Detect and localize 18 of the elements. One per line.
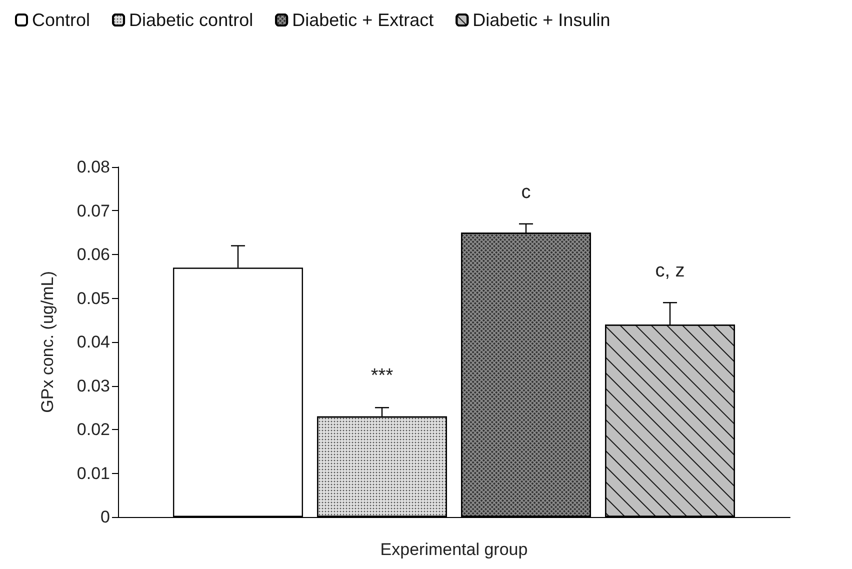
y-tick-label: 0.07 <box>76 201 110 220</box>
legend-label: Diabetic + Insulin <box>472 10 610 30</box>
data-label: c <box>521 182 531 203</box>
data-label: *** <box>370 366 394 387</box>
legend-label: Diabetic control <box>129 10 254 30</box>
y-tick-label: 0.08 <box>76 158 110 176</box>
y-axis-title: GPx conc. (ug/mL) <box>38 271 57 413</box>
x-axis-title: Experimental group <box>380 540 528 559</box>
y-tick-label: 0.03 <box>76 376 110 396</box>
y-tick-label: 0.02 <box>76 420 110 439</box>
y-tick-label: 0.05 <box>76 288 110 308</box>
y-tick-label: 0.01 <box>76 464 110 483</box>
y-tick-label: 0 <box>100 508 110 526</box>
legend-label: Diabetic + Extract <box>292 10 434 30</box>
y-tick-label: 0.04 <box>76 332 110 352</box>
data-label: c, z <box>655 260 685 282</box>
y-tick-label: 0.06 <box>76 245 110 264</box>
legend-label: Control <box>32 10 90 30</box>
